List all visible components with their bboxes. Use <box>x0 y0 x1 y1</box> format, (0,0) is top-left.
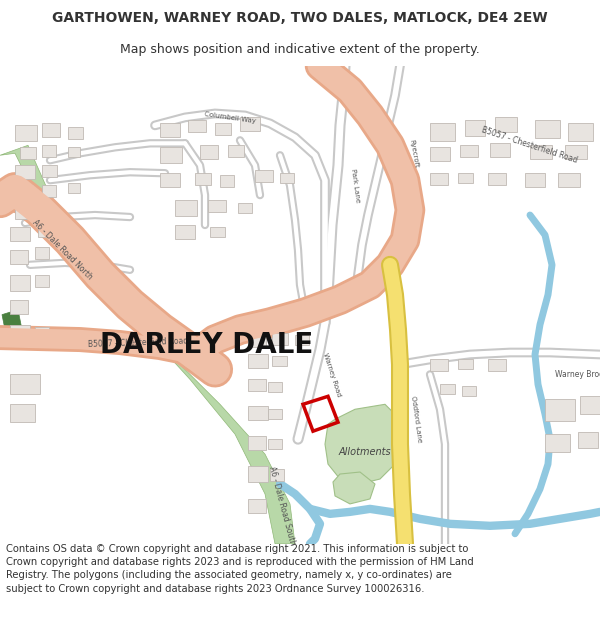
Bar <box>68 183 80 193</box>
Bar <box>68 148 80 158</box>
Bar <box>558 173 580 187</box>
Text: Contains OS data © Crown copyright and database right 2021. This information is : Contains OS data © Crown copyright and d… <box>6 544 474 594</box>
Bar <box>458 359 473 369</box>
Bar <box>268 409 282 419</box>
Bar <box>440 384 455 394</box>
Bar <box>268 382 282 392</box>
Bar <box>10 404 35 422</box>
Text: Warney Brook: Warney Brook <box>555 370 600 379</box>
Text: Map shows position and indicative extent of the property.: Map shows position and indicative extent… <box>120 42 480 56</box>
Bar <box>430 123 455 141</box>
Bar <box>15 126 37 141</box>
Text: GARTHOWEN, WARNEY ROAD, TWO DALES, MATLOCK, DE4 2EW: GARTHOWEN, WARNEY ROAD, TWO DALES, MATLO… <box>52 11 548 26</box>
Bar <box>525 173 545 187</box>
Bar <box>490 143 510 158</box>
Bar <box>535 121 560 138</box>
Bar <box>488 359 506 371</box>
Bar <box>462 386 476 396</box>
Text: Columbell Way: Columbell Way <box>204 111 256 124</box>
Bar <box>458 173 473 183</box>
Bar <box>248 406 268 420</box>
Bar <box>545 434 570 452</box>
Polygon shape <box>0 145 295 544</box>
Bar <box>200 145 218 159</box>
Polygon shape <box>325 404 400 484</box>
Bar <box>215 123 231 136</box>
Text: DARLEY DALE: DARLEY DALE <box>100 331 313 359</box>
Polygon shape <box>333 472 375 504</box>
Bar <box>460 145 478 158</box>
Bar <box>10 324 30 341</box>
Bar <box>248 499 266 513</box>
Bar <box>220 175 234 187</box>
Bar <box>270 469 284 481</box>
Bar <box>210 227 225 237</box>
Bar <box>565 145 587 159</box>
Bar <box>430 359 448 371</box>
Text: Ryecroft: Ryecroft <box>408 139 419 168</box>
Bar <box>188 121 206 132</box>
Bar <box>38 225 54 237</box>
Polygon shape <box>2 309 22 334</box>
Bar <box>42 165 57 177</box>
Bar <box>465 121 485 136</box>
Bar <box>35 275 49 287</box>
Bar <box>42 185 56 197</box>
Bar <box>35 327 49 339</box>
Bar <box>20 148 36 159</box>
Bar <box>248 354 268 368</box>
Bar <box>545 399 575 421</box>
Bar <box>15 205 33 219</box>
Text: A6 - Dale Road South: A6 - Dale Road South <box>267 466 297 546</box>
Text: Allotments: Allotments <box>338 447 391 457</box>
Bar <box>10 250 28 264</box>
Text: Park Lane: Park Lane <box>350 168 361 202</box>
Bar <box>10 227 30 241</box>
Text: B5057 - Chesterfield Road: B5057 - Chesterfield Road <box>88 336 188 349</box>
Bar <box>495 118 517 132</box>
Bar <box>68 127 83 139</box>
Bar <box>255 170 273 182</box>
Bar <box>272 356 287 366</box>
Bar <box>578 432 598 448</box>
Bar <box>488 173 506 185</box>
Bar <box>272 332 288 344</box>
Bar <box>42 123 60 138</box>
Bar <box>430 148 450 161</box>
Bar <box>42 207 56 219</box>
Bar <box>15 185 33 199</box>
Bar <box>280 173 294 183</box>
Bar <box>175 225 195 239</box>
Bar <box>248 466 268 482</box>
Bar <box>160 123 180 138</box>
Bar <box>10 374 40 394</box>
Bar <box>160 173 180 187</box>
Bar <box>10 300 28 314</box>
Bar <box>248 332 266 346</box>
Bar <box>238 203 252 213</box>
Bar <box>208 200 226 212</box>
Bar <box>228 145 244 158</box>
Bar <box>248 436 266 450</box>
Bar <box>10 275 30 291</box>
Bar <box>268 439 282 449</box>
Bar <box>160 148 182 163</box>
Text: A6 - Dale Road North: A6 - Dale Road North <box>30 218 94 282</box>
Bar <box>568 123 593 141</box>
Bar <box>195 173 211 185</box>
Bar <box>35 247 49 259</box>
Bar <box>248 379 266 391</box>
Bar <box>580 396 600 414</box>
Bar <box>15 165 35 179</box>
Text: Oddford Lane: Oddford Lane <box>410 396 422 443</box>
Bar <box>175 200 197 216</box>
Bar <box>240 118 260 131</box>
Bar <box>295 334 309 344</box>
Bar <box>42 145 56 158</box>
Bar <box>530 145 552 159</box>
Text: B5057 - Chesterfield Road: B5057 - Chesterfield Road <box>480 126 578 165</box>
Bar <box>430 173 448 185</box>
Text: Warney Road: Warney Road <box>322 352 342 397</box>
